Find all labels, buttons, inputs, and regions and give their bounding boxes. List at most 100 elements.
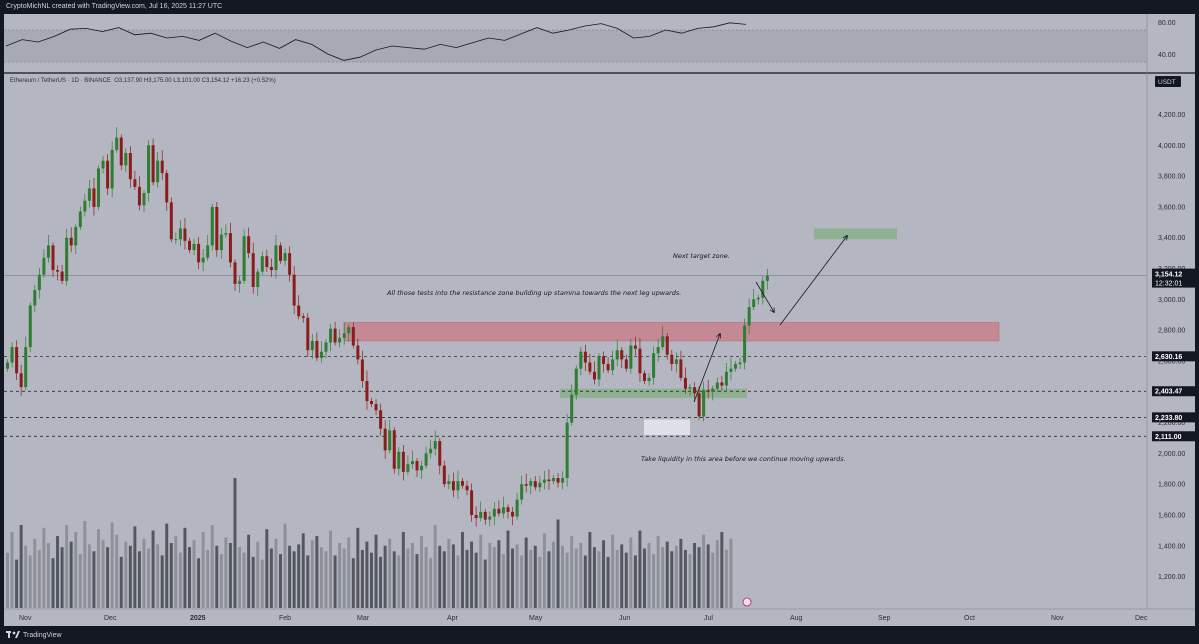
volume-bar xyxy=(524,537,528,608)
volume-bar xyxy=(711,552,715,608)
candle-body xyxy=(451,481,455,491)
volume-bar xyxy=(602,540,606,608)
last-price-label: 3,154.12 xyxy=(1155,272,1182,279)
candle-body xyxy=(401,451,405,472)
volume-bar xyxy=(688,554,692,608)
level-price-label: 2,233.80 xyxy=(1155,415,1182,422)
candle-body xyxy=(310,340,314,351)
rsi-band xyxy=(4,30,1146,62)
time-tick-label: Dec xyxy=(1135,615,1148,622)
volume-bar xyxy=(656,536,660,608)
volume-bar xyxy=(388,538,392,608)
candle-body xyxy=(119,137,123,166)
candle-body xyxy=(224,233,228,235)
volume-bar xyxy=(147,548,151,608)
time-tick-label: Dec xyxy=(104,615,117,622)
volume-bar xyxy=(169,543,173,608)
tradingview-brand[interactable]: TradingView xyxy=(6,631,62,639)
price-tick-label: 3,000.00 xyxy=(1158,297,1185,304)
candle-body xyxy=(69,237,73,246)
chart-frame[interactable]: 80.00 40.00 USDT 4,200.00 4,000.00 3,800.00 3,… xyxy=(4,14,1195,626)
candle-body xyxy=(242,236,246,281)
chart-canvas[interactable]: 80.00 40.00 USDT 4,200.00 4,000.00 3,800.00 3,… xyxy=(4,14,1195,626)
candle-body xyxy=(429,448,433,454)
volume-bar xyxy=(643,548,646,608)
candle-body xyxy=(479,511,483,519)
candle-body xyxy=(474,514,478,519)
volume-bar xyxy=(679,538,683,608)
volume-bar xyxy=(242,552,246,608)
volume-bar xyxy=(351,558,355,608)
volume-bar xyxy=(693,543,697,608)
candle-body xyxy=(743,325,747,363)
candle-body xyxy=(579,351,583,369)
candle-body xyxy=(92,188,96,207)
candle-body xyxy=(269,266,273,271)
volume-bar xyxy=(142,538,146,608)
volume-bar xyxy=(6,552,9,608)
price-tick-label: 2,600.00 xyxy=(1158,358,1185,365)
breakout-arrow xyxy=(693,334,720,403)
candle-body xyxy=(542,479,546,483)
volume-bar xyxy=(279,554,282,608)
volume-bar xyxy=(274,538,278,608)
volume-bar xyxy=(374,534,378,608)
volume-bar xyxy=(360,549,364,608)
volume-bar xyxy=(406,548,410,608)
candle-body xyxy=(279,245,283,261)
candle-body xyxy=(19,373,23,388)
volume-bar xyxy=(24,545,28,608)
candle-body xyxy=(702,390,706,417)
candle-body xyxy=(506,507,510,512)
candle-body xyxy=(56,270,60,272)
candle-body xyxy=(424,453,428,466)
candle-body xyxy=(347,327,351,334)
candle-body xyxy=(324,342,328,352)
candle-body xyxy=(415,461,419,471)
candle-body xyxy=(215,206,219,251)
volume-bar xyxy=(629,537,633,608)
candle-body xyxy=(169,202,173,240)
volume-bar xyxy=(706,544,710,608)
candle-body xyxy=(665,336,669,355)
candle-body xyxy=(688,387,692,389)
candle-body xyxy=(515,499,519,517)
rsi-tick-label: 40.00 xyxy=(1158,52,1176,59)
volume-bar xyxy=(674,545,678,608)
volume-bar xyxy=(565,552,569,608)
symbol-info: Ethereum / TetherUS · 1D · BINANCE O3,13… xyxy=(10,78,276,84)
volume-bar xyxy=(15,559,19,608)
volume-bar xyxy=(151,530,155,608)
volume-bar xyxy=(306,555,310,608)
volume-bar xyxy=(497,540,501,608)
header-bar: CryptoMichNL created with TradingView.co… xyxy=(0,0,1199,14)
candle-body xyxy=(274,245,278,271)
candle-body xyxy=(165,173,169,203)
candle-body xyxy=(556,478,560,483)
price-tick-label: 1,600.00 xyxy=(1158,512,1185,519)
resistance-note: All those tests into the resistance zone… xyxy=(387,289,682,297)
candle-body xyxy=(51,245,55,271)
volume-bar xyxy=(115,534,119,608)
candle-body xyxy=(752,299,756,308)
candle-body xyxy=(210,206,214,246)
candle-body xyxy=(228,233,232,263)
volume-bar xyxy=(570,536,574,608)
volume-bar xyxy=(652,554,656,608)
candle-body xyxy=(97,168,101,207)
candle-body xyxy=(720,382,724,386)
price-tick-label: 3,600.00 xyxy=(1158,204,1185,211)
candle-body xyxy=(652,353,656,378)
volume-bar xyxy=(401,531,405,608)
price-tick-label: 1,200.00 xyxy=(1158,574,1185,581)
candle-body xyxy=(365,380,369,402)
candle-body xyxy=(620,350,624,360)
candle-body xyxy=(442,465,446,485)
candle-body xyxy=(465,485,469,491)
volume-bar xyxy=(251,556,255,608)
event-marker-icon xyxy=(742,597,752,607)
symbol-title: Ethereum / TetherUS · 1D · BINANCE xyxy=(10,78,111,84)
candle-body xyxy=(570,394,574,423)
volume-bar xyxy=(10,531,14,608)
last-price-tag xyxy=(1152,268,1195,288)
